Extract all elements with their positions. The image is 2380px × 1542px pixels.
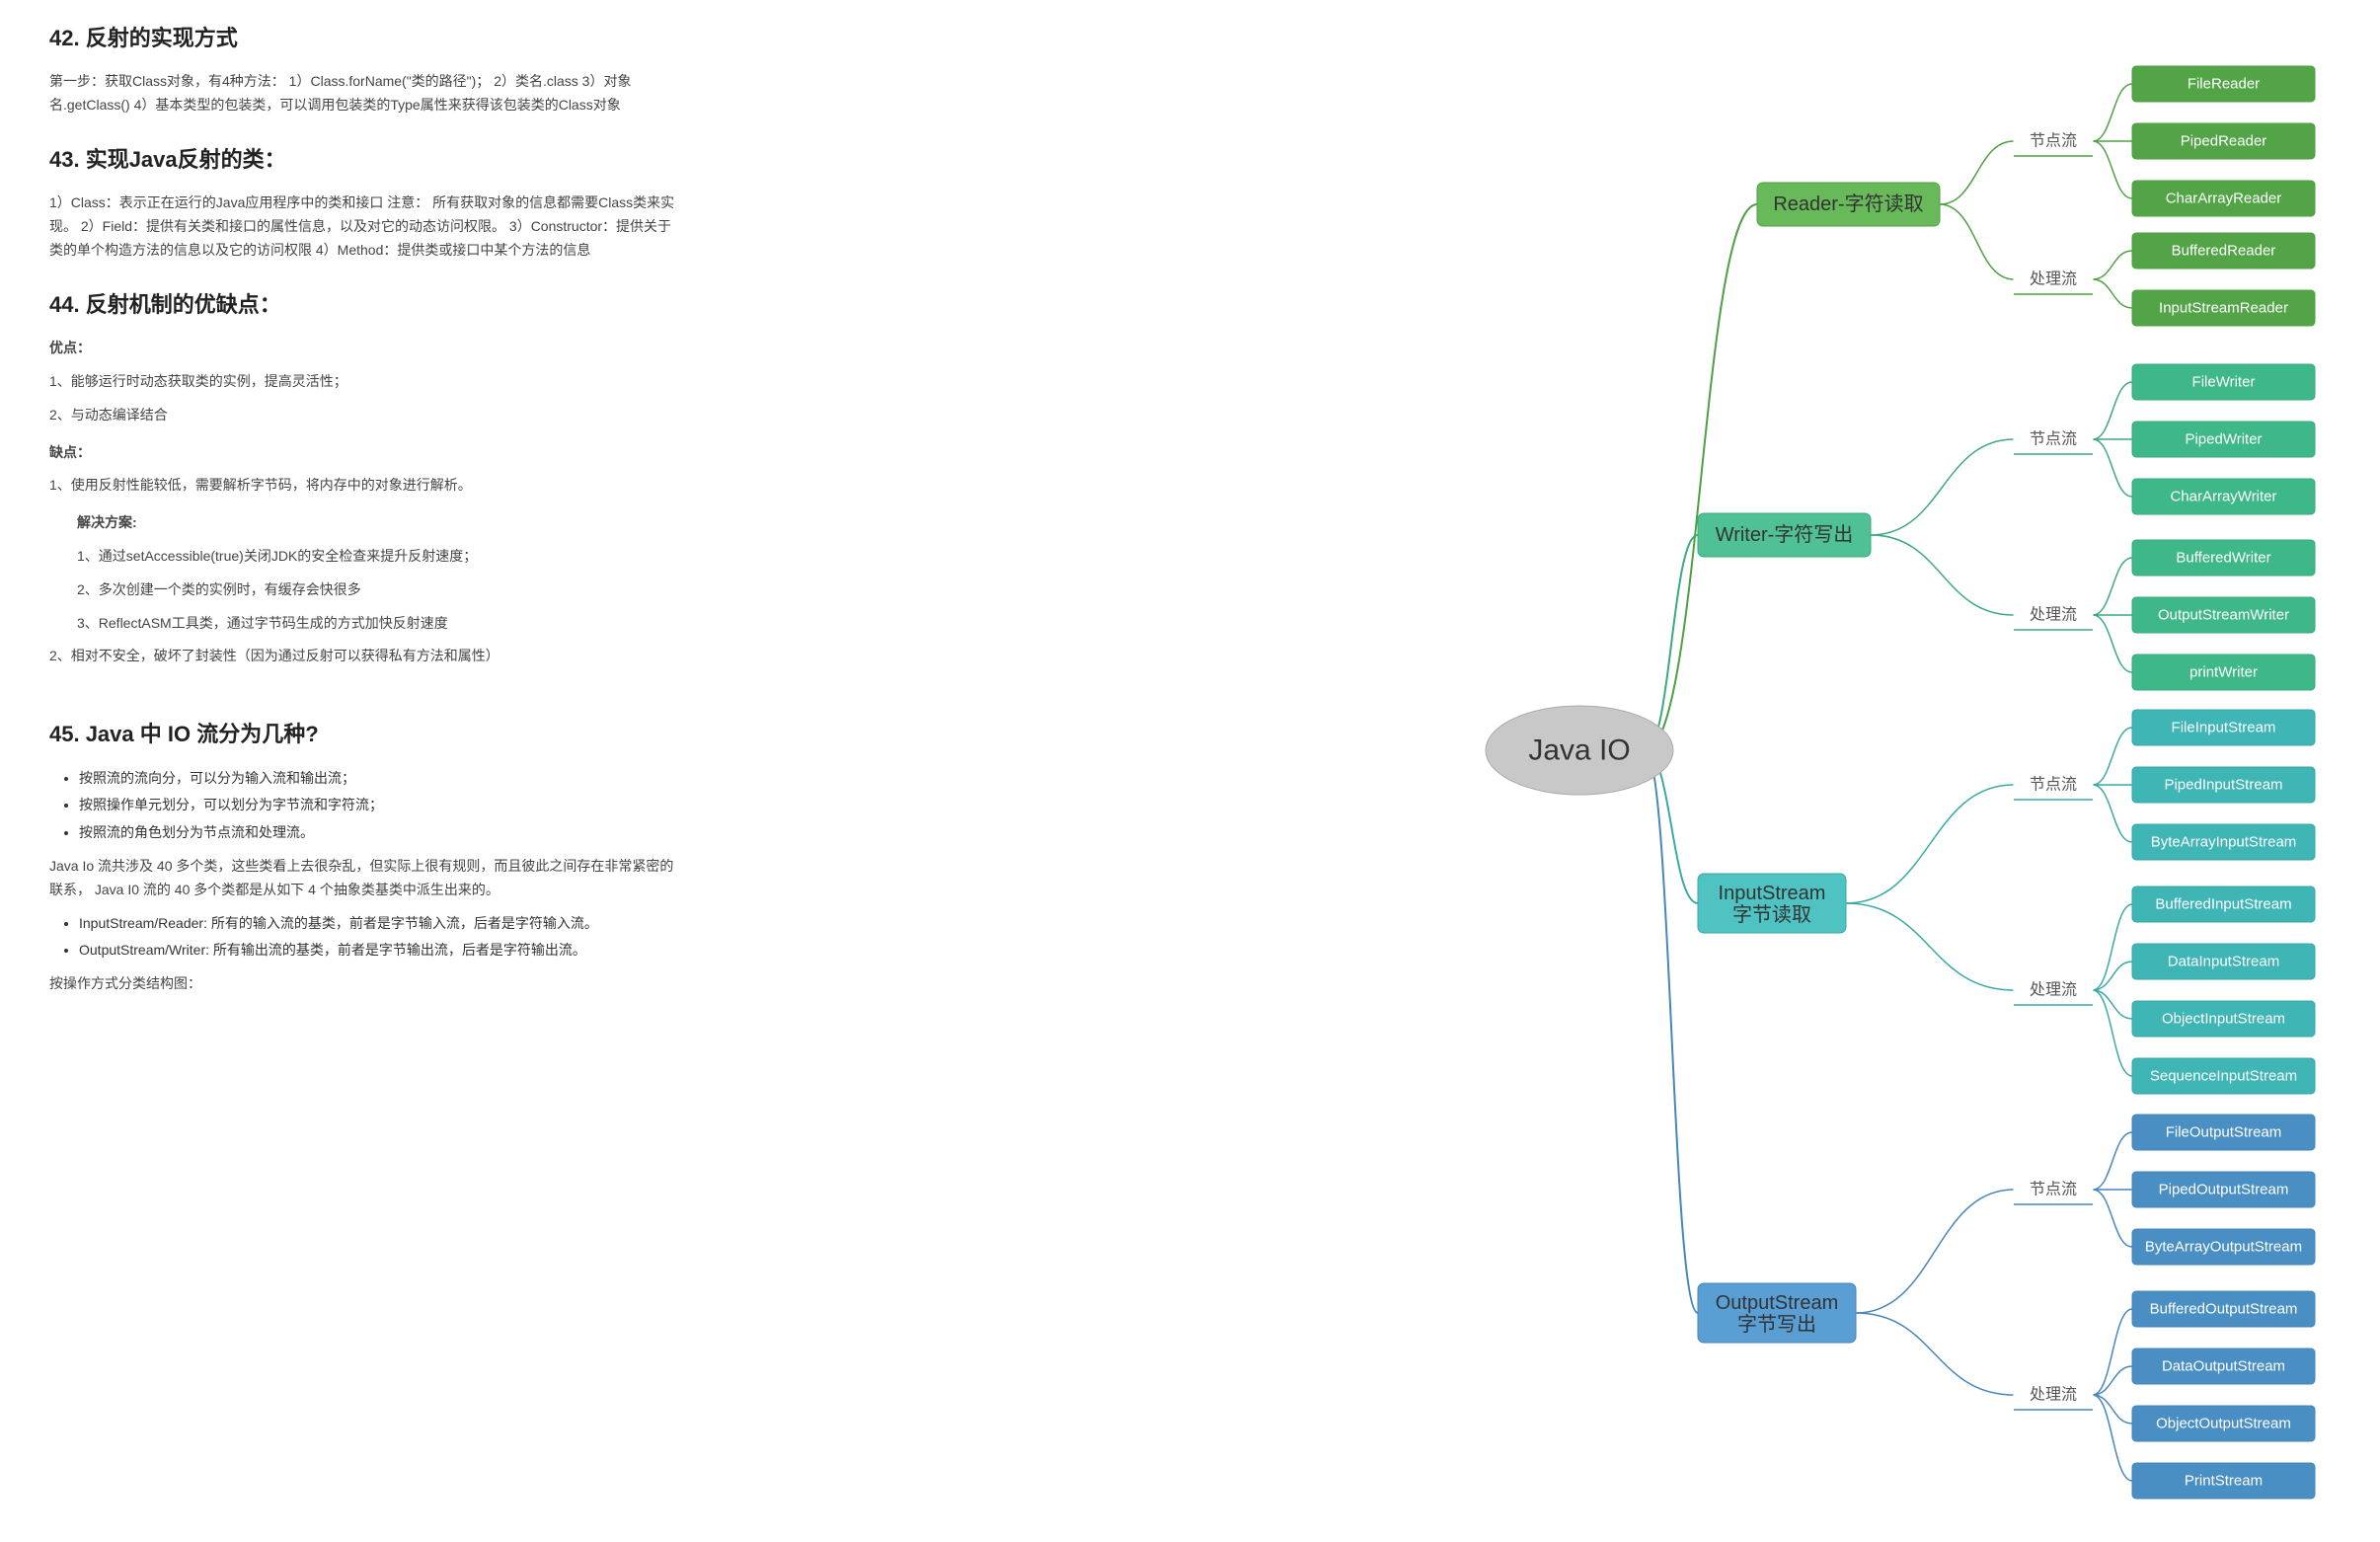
mid-label: 处理流 — [2030, 1386, 2077, 1404]
heading-43: 43. 实现Java反射的类： — [49, 141, 681, 178]
leaf-label: printWriter — [2189, 664, 2258, 681]
leaf-label: DataOutputStream — [2162, 1358, 2285, 1375]
list-item: InputStream/Reader: 所有的输入流的基类，前者是字节输入流，后… — [79, 912, 681, 936]
leaf-label: BufferedReader — [2172, 243, 2276, 260]
paragraph: 按操作方式分类结构图： — [49, 972, 681, 996]
paragraph: Java Io 流共涉及 40 多个类，这些类看上去很杂乱，但实际上很有规则，而… — [49, 855, 681, 902]
label-disadvantages: 缺点： — [49, 441, 681, 465]
list-item: 按照操作单元划分，可以划分为字节流和字符流； — [79, 794, 681, 817]
leaf-label: OutputStreamWriter — [2158, 607, 2289, 624]
leaf-label: InputStreamReader — [2159, 300, 2288, 317]
leaf-label: BufferedInputStream — [2155, 896, 2291, 913]
leaf-label: FileInputStream — [2172, 720, 2276, 736]
list-item: OutputStream/Writer: 所有输出流的基类，前者是字节输出流，后… — [79, 939, 681, 963]
mid-label: 节点流 — [2030, 776, 2077, 794]
heading-45: 45. Java 中 IO 流分为几种? — [49, 716, 681, 752]
heading-42: 42. 反射的实现方式 — [49, 20, 681, 56]
mid-label: 处理流 — [2030, 606, 2077, 624]
leaf-label: BufferedWriter — [2176, 550, 2270, 567]
bullet-list: InputStream/Reader: 所有的输入流的基类，前者是字节输入流，后… — [79, 912, 681, 964]
leaf-label: PipedOutputStream — [2159, 1182, 2289, 1198]
leaf-label: CharArrayWriter — [2170, 489, 2276, 505]
mindmap-container: Java IOReader-字符读取节点流FileReaderPipedRead… — [711, 0, 2380, 1539]
label-advantages: 优点： — [49, 337, 681, 360]
leaf-label: CharArrayReader — [2166, 191, 2282, 207]
paragraph: 1、能够运行时动态获取类的实例，提高灵活性； — [49, 370, 681, 394]
article-text: 42. 反射的实现方式 第一步：获取Class对象，有4种方法： 1）Class… — [0, 0, 711, 1539]
leaf-label: ByteArrayOutputStream — [2145, 1239, 2302, 1256]
label-solutions: 解决方案: — [77, 511, 681, 535]
leaf-label: FileWriter — [2192, 374, 2256, 391]
leaf-label: PipedWriter — [2185, 431, 2262, 448]
leaf-label: ObjectOutputStream — [2156, 1416, 2291, 1432]
paragraph: 2、相对不安全，破坏了封装性（因为通过反射可以获得私有方法和属性） — [49, 645, 681, 668]
branch-label: Reader-字符读取 — [1773, 193, 1923, 215]
list-item: 按照流的角色划分为节点流和处理流。 — [79, 821, 681, 845]
leaf-label: FileReader — [2188, 76, 2260, 93]
mid-label: 节点流 — [2030, 132, 2077, 150]
leaf-label: PipedReader — [2181, 133, 2267, 150]
leaf-label: ObjectInputStream — [2162, 1011, 2285, 1028]
heading-44: 44. 反射机制的优缺点： — [49, 286, 681, 323]
mindmap-svg: Java IOReader-字符读取节点流FileReaderPipedRead… — [711, 0, 2380, 1539]
mid-label: 处理流 — [2030, 270, 2077, 288]
paragraph: 3、ReflectASM工具类，通过字节码生成的方式加快反射速度 — [77, 612, 681, 636]
bullet-list: 按照流的流向分，可以分为输入流和输出流； 按照操作单元划分，可以划分为字节流和字… — [79, 767, 681, 845]
leaf-label: PrintStream — [2185, 1473, 2263, 1490]
leaf-label: FileOutputStream — [2166, 1124, 2282, 1141]
mid-label: 处理流 — [2030, 981, 2077, 999]
list-item: 按照流的流向分，可以分为输入流和输出流； — [79, 767, 681, 791]
leaf-label: PipedInputStream — [2164, 777, 2282, 794]
mid-label: 节点流 — [2030, 430, 2077, 448]
paragraph: 1、通过setAccessible(true)关闭JDK的安全检查来提升反射速度… — [77, 545, 681, 569]
leaf-label: BufferedOutputStream — [2150, 1301, 2298, 1318]
root-label: Java IO — [1528, 734, 1630, 767]
leaf-label: ByteArrayInputStream — [2151, 834, 2297, 851]
paragraph: 2、与动态编译结合 — [49, 404, 681, 427]
branch-label: Writer-字符写出 — [1716, 523, 1854, 546]
paragraph: 1、使用反射性能较低，需要解析字节码，将内存中的对象进行解析。 — [49, 474, 681, 498]
paragraph: 2、多次创建一个类的实例时，有缓存会快很多 — [77, 578, 681, 602]
leaf-label: DataInputStream — [2168, 954, 2279, 970]
leaf-label: SequenceInputStream — [2150, 1068, 2297, 1085]
paragraph: 第一步：获取Class对象，有4种方法： 1）Class.forName("类的… — [49, 70, 681, 117]
mid-label: 节点流 — [2030, 1181, 2077, 1198]
branch-label: InputStream字节读取 — [1719, 883, 1826, 926]
paragraph: 1）Class：表示正在运行的Java应用程序中的类和接口 注意： 所有获取对象… — [49, 192, 681, 262]
